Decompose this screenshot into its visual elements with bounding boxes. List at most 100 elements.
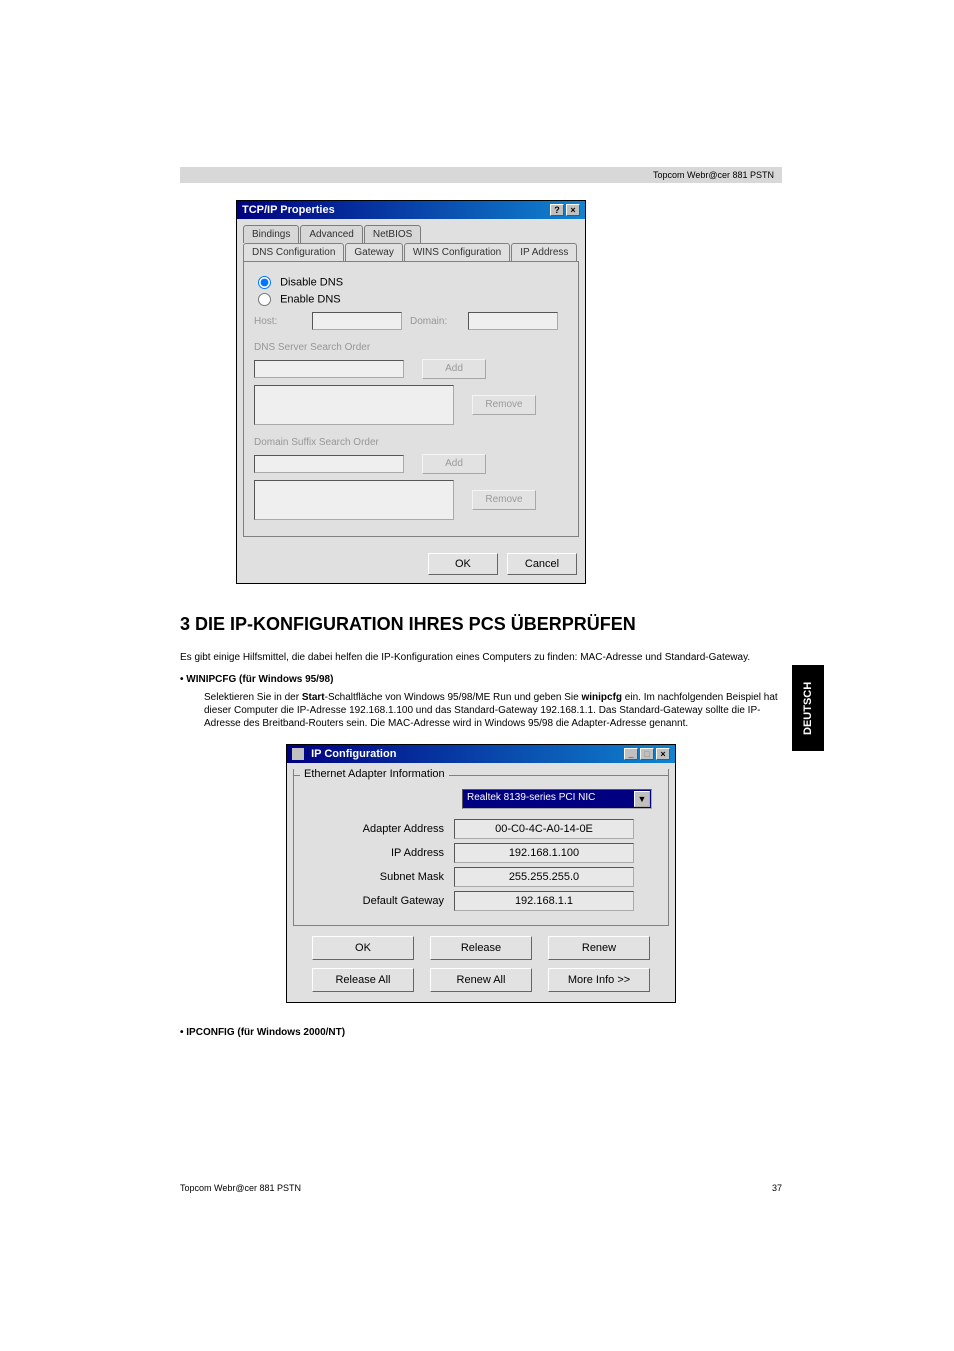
ipcfg-titlebar-buttons: _ □ × bbox=[624, 748, 670, 760]
close-icon[interactable]: × bbox=[566, 204, 580, 216]
dns-list-row: Remove bbox=[254, 385, 568, 425]
chevron-down-icon: ▼ bbox=[634, 791, 650, 807]
para-bold-start: Start bbox=[302, 692, 325, 703]
page-footer: Topcom Webr@cer 881 PSTN 37 bbox=[180, 1183, 782, 1193]
value-subnet-mask: 255.255.255.0 bbox=[454, 867, 634, 887]
footer-left: Topcom Webr@cer 881 PSTN bbox=[180, 1183, 301, 1193]
remove-button-2: Remove bbox=[472, 490, 536, 510]
ipcfg-titlebar: IP Configuration _ □ × bbox=[287, 745, 675, 763]
enable-dns-label: Enable DNS bbox=[280, 293, 341, 305]
row-subnet-mask: Subnet Mask 255.255.255.0 bbox=[304, 867, 658, 887]
page-header-bar: Topcom Webr@cer 881 PSTN bbox=[180, 167, 782, 183]
minimize-icon[interactable]: _ bbox=[624, 748, 638, 760]
tab-dns-configuration[interactable]: DNS Configuration bbox=[243, 243, 344, 261]
dns-list-buttons: Remove bbox=[472, 395, 536, 415]
host-label: Host: bbox=[254, 316, 304, 327]
tab-body: Disable DNS Enable DNS Host: Domain: DNS… bbox=[243, 261, 579, 537]
help-icon[interactable]: ? bbox=[550, 204, 564, 216]
ethernet-adapter-group: Ethernet Adapter Information Realtek 813… bbox=[293, 769, 669, 926]
bullet-winipcfg-text: • WINIPCFG (für Windows 95/98) bbox=[180, 674, 333, 685]
para-seg-1: Selektieren Sie in der bbox=[204, 692, 302, 703]
dns-order-row: Add bbox=[254, 359, 568, 379]
release-all-button[interactable]: Release All bbox=[312, 968, 414, 992]
enable-dns-row: Enable DNS bbox=[258, 293, 568, 306]
host-input bbox=[312, 312, 402, 330]
header-product: Topcom Webr@cer 881 PSTN bbox=[653, 170, 774, 180]
dns-ip-input bbox=[254, 360, 404, 378]
bullet-winipcfg: • WINIPCFG (für Windows 95/98) bbox=[180, 674, 782, 685]
ipcfg-icon bbox=[292, 748, 304, 760]
tcpip-titlebar: TCP/IP Properties ? × bbox=[237, 201, 585, 219]
tab-netbios[interactable]: NetBIOS bbox=[364, 225, 421, 243]
content-area: TCP/IP Properties ? × Bindings Advanced … bbox=[180, 200, 782, 1044]
ipcfg-title-text: IP Configuration bbox=[292, 748, 396, 760]
dns-order-label: DNS Server Search Order bbox=[254, 342, 568, 353]
release-button[interactable]: Release bbox=[430, 936, 532, 960]
suffix-row: Add bbox=[254, 454, 568, 474]
host-domain-row: Host: Domain: bbox=[254, 312, 568, 330]
cancel-button[interactable]: Cancel bbox=[507, 553, 577, 575]
tab-wins-configuration[interactable]: WINS Configuration bbox=[404, 243, 510, 261]
tab-strip-back: Bindings Advanced NetBIOS bbox=[237, 219, 585, 243]
tab-gateway[interactable]: Gateway bbox=[345, 243, 402, 261]
nic-select[interactable]: Realtek 8139-series PCI NIC ▼ bbox=[462, 789, 652, 809]
label-subnet-mask: Subnet Mask bbox=[304, 871, 454, 883]
close-icon-2[interactable]: × bbox=[656, 748, 670, 760]
add-button-1: Add bbox=[422, 359, 486, 379]
para-bold-winipcfg: winipcfg bbox=[581, 692, 622, 703]
group-legend: Ethernet Adapter Information bbox=[300, 768, 449, 780]
dns-list bbox=[254, 385, 454, 425]
renew-all-button[interactable]: Renew All bbox=[430, 968, 532, 992]
footer-right: 37 bbox=[772, 1183, 782, 1193]
value-ip-address: 192.168.1.100 bbox=[454, 843, 634, 863]
label-default-gateway: Default Gateway bbox=[304, 895, 454, 907]
domain-label: Domain: bbox=[410, 316, 460, 327]
remove-button-1: Remove bbox=[472, 395, 536, 415]
label-adapter-address: Adapter Address bbox=[304, 823, 454, 835]
bullet-ipconfig: • IPCONFIG (für Windows 2000/NT) bbox=[180, 1027, 782, 1038]
ipcfg-button-row-2: Release All Renew All More Info >> bbox=[287, 964, 675, 1002]
add-button-2: Add bbox=[422, 454, 486, 474]
tab-bindings[interactable]: Bindings bbox=[243, 225, 299, 243]
suffix-list-row: Remove bbox=[254, 480, 568, 520]
para-seg-2: -Schaltfläche von Windows 95/98/ME Run u… bbox=[325, 692, 582, 703]
ip-configuration-dialog: IP Configuration _ □ × Ethernet Adapter … bbox=[286, 744, 676, 1003]
label-ip-address: IP Address bbox=[304, 847, 454, 859]
ipcfg-title-label: IP Configuration bbox=[311, 748, 396, 760]
value-adapter-address: 00-C0-4C-A0-14-0E bbox=[454, 819, 634, 839]
tcpip-title-text: TCP/IP Properties bbox=[242, 204, 335, 216]
suffix-list-buttons: Remove bbox=[472, 490, 536, 510]
bullet-ipconfig-text: • IPCONFIG (für Windows 2000/NT) bbox=[180, 1027, 345, 1038]
disable-dns-radio[interactable] bbox=[258, 276, 271, 289]
tab-strip-front: DNS Configuration Gateway WINS Configura… bbox=[237, 243, 585, 261]
tcpip-dialog-footer: OK Cancel bbox=[237, 545, 585, 583]
suffix-list bbox=[254, 480, 454, 520]
section-heading: 3 DIE IP-KONFIGURATION IHRES PCS ÜBERPRÜ… bbox=[180, 614, 782, 635]
row-default-gateway: Default Gateway 192.168.1.1 bbox=[304, 891, 658, 911]
enable-dns-radio[interactable] bbox=[258, 293, 271, 306]
nic-select-text: Realtek 8139-series PCI NIC bbox=[467, 792, 595, 803]
suffix-input bbox=[254, 455, 404, 473]
domain-input bbox=[468, 312, 558, 330]
disable-dns-row: Disable DNS bbox=[258, 276, 568, 289]
winipcfg-paragraph: Selektieren Sie in der Start-Schaltfläch… bbox=[204, 691, 782, 730]
ok-button[interactable]: OK bbox=[428, 553, 498, 575]
row-adapter-address: Adapter Address 00-C0-4C-A0-14-0E bbox=[304, 819, 658, 839]
renew-button[interactable]: Renew bbox=[548, 936, 650, 960]
maximize-icon: □ bbox=[640, 748, 654, 760]
more-info-button[interactable]: More Info >> bbox=[548, 968, 650, 992]
intro-text: Es gibt einige Hilfsmittel, die dabei he… bbox=[180, 651, 782, 664]
ipcfg-button-row-1: OK Release Renew bbox=[287, 932, 675, 964]
tcpip-properties-dialog: TCP/IP Properties ? × Bindings Advanced … bbox=[236, 200, 586, 584]
titlebar-buttons: ? × bbox=[550, 204, 580, 216]
row-ip-address: IP Address 192.168.1.100 bbox=[304, 843, 658, 863]
disable-dns-label: Disable DNS bbox=[280, 276, 343, 288]
language-tab: DEUTSCH bbox=[792, 665, 824, 751]
dns-order-buttons: Add bbox=[422, 359, 486, 379]
domain-suffix-label: Domain Suffix Search Order bbox=[254, 437, 568, 448]
tab-ip-address[interactable]: IP Address bbox=[511, 243, 577, 261]
value-default-gateway: 192.168.1.1 bbox=[454, 891, 634, 911]
ok-button-ipcfg[interactable]: OK bbox=[312, 936, 414, 960]
suffix-buttons: Add bbox=[422, 454, 486, 474]
tab-advanced[interactable]: Advanced bbox=[300, 225, 362, 243]
